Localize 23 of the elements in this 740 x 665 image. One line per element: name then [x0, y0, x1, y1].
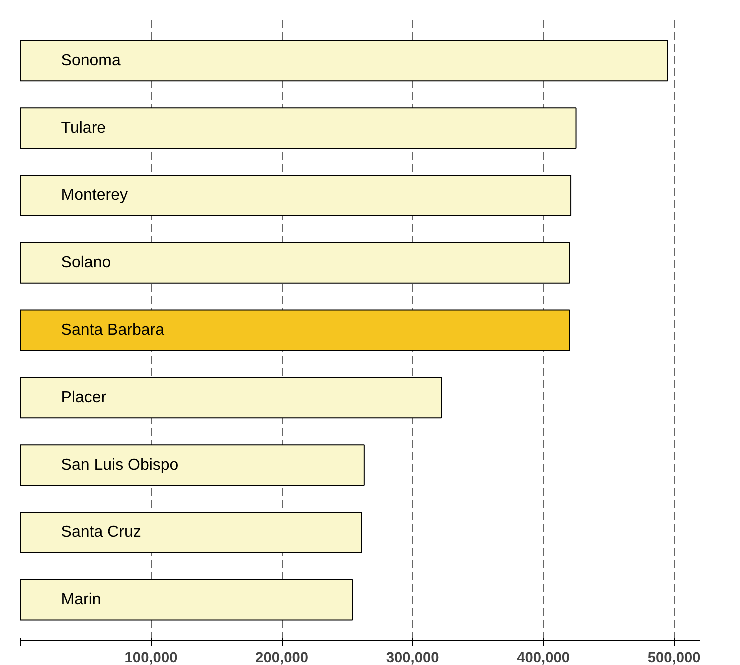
bar — [20, 242, 570, 284]
x-tick-label: 500,000 — [648, 650, 701, 665]
y-tick-label: Santa Barbara — [61, 322, 165, 339]
y-tick-label: Marin — [61, 592, 102, 609]
y-tick-label: San Luis Obispo — [61, 456, 179, 474]
x-tick-label: 200,000 — [256, 650, 309, 665]
bar — [20, 579, 354, 621]
bar — [20, 108, 577, 150]
bar — [20, 310, 570, 352]
y-tick-label: Monterey — [61, 187, 128, 204]
bar — [20, 377, 442, 419]
y-tick-label: Solano — [61, 254, 112, 272]
x-tick-label: 100,000 — [124, 650, 178, 665]
y-tick-label: Sonoma — [61, 52, 121, 70]
bar — [20, 444, 365, 486]
y-tick-label: Tulare — [61, 120, 106, 137]
y-tick-label: Placer — [61, 389, 108, 406]
x-tick-label: 300,000 — [386, 650, 440, 665]
bar — [20, 512, 362, 554]
bar — [20, 175, 572, 216]
x-tick-label: 400,000 — [517, 650, 570, 665]
bar — [20, 40, 668, 82]
y-tick-label: Santa Cruz — [61, 524, 142, 542]
